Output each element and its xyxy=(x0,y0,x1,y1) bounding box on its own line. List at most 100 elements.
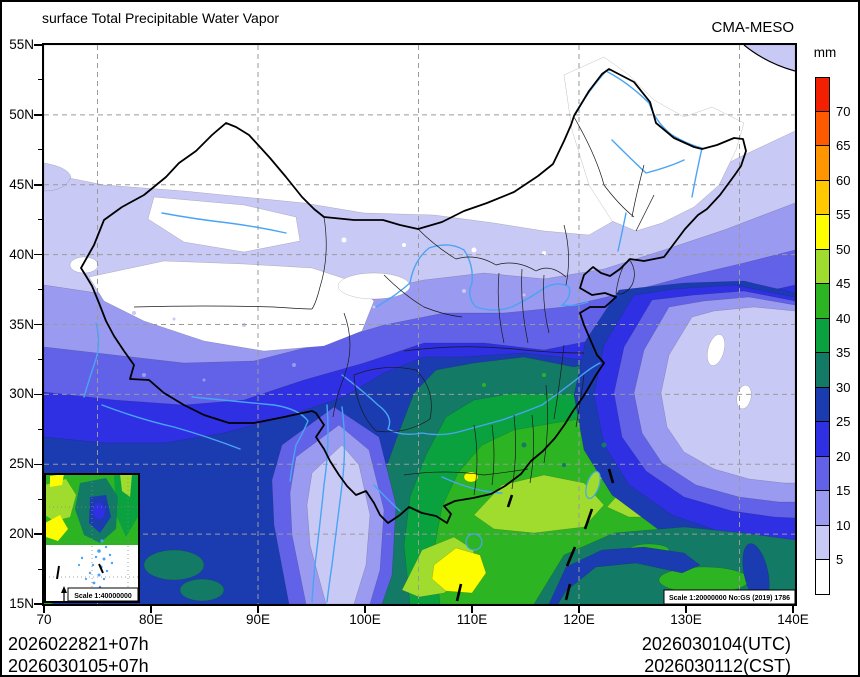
y-axis-tick xyxy=(34,603,42,605)
scale-box: Scale 1:20000000 No:GS (2019) 1786 xyxy=(663,589,795,604)
y-axis-tick xyxy=(34,393,42,396)
y-axis-minor-tick xyxy=(37,498,42,500)
map-svg: Scale 1:40000000 Scale 1:20000000 No:GS … xyxy=(44,45,795,604)
y-axis-tick xyxy=(34,184,42,186)
taiwan-island xyxy=(585,470,601,500)
colorbar-segment xyxy=(815,111,830,147)
colorbar-segment xyxy=(815,560,830,595)
y-axis-minor-tick xyxy=(37,289,42,291)
colorbar-segment xyxy=(815,456,830,492)
nine-dash-line xyxy=(455,468,615,602)
init-time-line2: 2026030105+07h xyxy=(8,656,149,676)
colorbar xyxy=(815,77,830,595)
colorbar-segment xyxy=(815,77,830,112)
x-axis-label: 120E xyxy=(563,612,595,627)
inset-scale-text: Scale 1:40000000 xyxy=(74,593,132,600)
colorbar-tick-label: 50 xyxy=(836,241,851,257)
y-axis-label: 25N xyxy=(9,456,34,472)
y-axis-minor-tick xyxy=(37,428,42,430)
y-axis-tick xyxy=(34,323,42,326)
x-axis-label: 130E xyxy=(670,612,702,627)
ganges-river xyxy=(101,404,241,450)
colorbar-segment xyxy=(815,249,830,285)
pearl-river xyxy=(441,476,503,494)
colorbar-tick-label: 15 xyxy=(836,483,851,499)
colorbar-tick-label: 30 xyxy=(836,379,851,395)
y-axis-label: 55N xyxy=(9,37,34,52)
init-times: 2026022821+07h 2026030105+07h xyxy=(8,633,149,676)
contour-white-tarim xyxy=(147,196,301,253)
colorbar-tick-label: 5 xyxy=(836,552,844,568)
valid-time-utc: 2026030104(UTC) xyxy=(641,634,791,654)
colorbar-segment xyxy=(815,215,830,250)
y-axis-tick xyxy=(34,253,42,256)
y-axis-label: 50N xyxy=(9,106,34,122)
x-axis-tick xyxy=(150,606,152,613)
dry-wedge-core xyxy=(660,306,795,484)
inset-map: Scale 1:40000000 xyxy=(44,473,140,603)
init-time-line1: 2026022821+07h xyxy=(8,634,149,654)
x-axis-label: 100E xyxy=(349,612,381,627)
colorbar-tick-label: 20 xyxy=(836,448,851,464)
y-axis-label: 15N xyxy=(9,596,34,611)
scale-text: Scale 1:20000000 No:GS (2019) 1786 xyxy=(669,595,790,602)
y-axis-label: 30N xyxy=(9,386,34,402)
y-axis-label: 45N xyxy=(9,176,34,192)
contour-yellow xyxy=(431,547,487,594)
x-axis-label: 90E xyxy=(245,612,271,627)
colorbar-unit: mm xyxy=(813,45,837,60)
colorbar-segment xyxy=(815,180,830,216)
x-axis-label: 70 xyxy=(36,612,52,627)
model-name: CMA-MESO xyxy=(711,19,795,36)
colorbar-tick-label: 35 xyxy=(836,345,851,361)
colorbar-tick-label: 55 xyxy=(836,207,851,223)
rivers xyxy=(83,70,703,603)
valid-time-cst: 2026030112(CST) xyxy=(644,656,791,676)
left-edge-blob xyxy=(44,162,72,192)
graticule xyxy=(44,45,795,604)
colorbar-tick-label: 40 xyxy=(836,310,851,326)
colorbar-tick-label: 10 xyxy=(836,517,851,533)
hainan-island xyxy=(465,533,483,551)
colorbar-segment xyxy=(815,146,830,181)
inset-graticule xyxy=(45,474,139,602)
colorbar-segment xyxy=(815,525,830,561)
x-axis-tick xyxy=(257,606,259,613)
colorbar-segment xyxy=(815,353,830,388)
x-axis-label: 80E xyxy=(138,612,164,627)
y-axis-minor-tick xyxy=(37,358,42,360)
speckles xyxy=(132,228,607,467)
y-axis-minor-tick xyxy=(37,219,42,221)
x-axis-tick xyxy=(685,606,687,613)
x-axis-label: 110E xyxy=(456,612,488,627)
y-axis-tick xyxy=(34,533,42,535)
y-axis-tick xyxy=(34,463,42,465)
contour-white-qaidam xyxy=(337,272,411,300)
y-axis-minor-tick xyxy=(37,568,42,570)
page-title: surface Total Precipitable Water Vapor xyxy=(42,10,280,26)
inset-scale-box: Scale 1:40000000 xyxy=(61,586,139,602)
colorbar-segment xyxy=(815,318,830,354)
colorbar-tick-label: 60 xyxy=(836,172,851,188)
x-axis-tick xyxy=(43,606,45,613)
x-axis-label: 140E xyxy=(777,612,809,627)
country-border xyxy=(80,68,747,524)
x-axis-tick xyxy=(578,606,580,613)
yangtze-river xyxy=(341,362,601,436)
brahmaputra-river xyxy=(191,396,309,482)
province-borders xyxy=(133,116,655,496)
y-axis-label: 40N xyxy=(9,246,34,262)
tarim-river xyxy=(161,212,287,234)
colorbar-tick-label: 70 xyxy=(836,103,851,119)
y-axis-tick xyxy=(34,114,42,116)
y-axis-minor-tick xyxy=(37,79,42,81)
y-axis-minor-tick xyxy=(37,149,42,151)
colorbar-tick-label: 25 xyxy=(836,414,851,430)
colorbar-segment xyxy=(815,387,830,423)
y-axis-label: 35N xyxy=(9,316,34,332)
map-frame: Scale 1:40000000 Scale 1:20000000 No:GS … xyxy=(42,43,797,606)
valid-times: 2026030104(UTC) 2026030112(CST) xyxy=(641,633,791,676)
mekong-river xyxy=(326,406,346,603)
x-axis-tick xyxy=(471,606,473,613)
